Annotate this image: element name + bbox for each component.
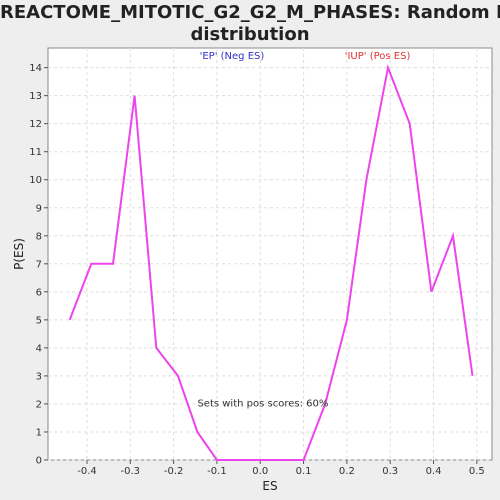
y-tick-label: 9: [36, 203, 42, 214]
x-tick-label: 0.2: [339, 466, 355, 477]
y-tick-label: 1: [36, 427, 42, 438]
y-tick-label: 12: [29, 119, 42, 130]
y-tick-label: 4: [36, 343, 42, 354]
y-tick-label: 7: [36, 259, 42, 270]
y-axis-label: P(ES): [12, 238, 26, 270]
y-tick-label: 13: [29, 91, 42, 102]
y-tick-label: 8: [36, 231, 42, 242]
y-tick-label: 14: [29, 63, 42, 74]
y-tick-label: 2: [36, 399, 42, 410]
y-tick-label: 11: [29, 147, 42, 158]
chart-title-line-2: distribution: [190, 24, 310, 45]
chart-title-line-1: REACTOME_MITOTIC_G2_G2_M_PHASES: Random …: [0, 2, 500, 23]
x-tick-label: 0.3: [382, 466, 398, 477]
x-tick-label: 0.1: [296, 466, 312, 477]
x-tick-label: -0.3: [121, 466, 141, 477]
y-tick-label: 5: [36, 315, 42, 326]
x-tick-label: 0.4: [426, 466, 442, 477]
es-distribution-line: [68, 63, 474, 461]
chart-annotation: Sets with pos scores: 60%: [197, 399, 328, 410]
x-tick-label: 0.5: [469, 466, 485, 477]
x-axis-label: ES: [262, 479, 277, 493]
y-tick-label: 10: [29, 175, 42, 186]
y-tick-label: 6: [36, 287, 42, 298]
chart-annotation: 'IUP' (Pos ES): [345, 51, 411, 62]
y-tick-label: 0: [36, 456, 42, 467]
x-tick-label: 0.0: [252, 466, 268, 477]
x-tick-label: -0.1: [207, 466, 227, 477]
x-tick-label: -0.2: [164, 466, 184, 477]
x-tick-label: -0.4: [77, 466, 97, 477]
y-tick-label: 3: [36, 371, 42, 382]
plot-area: [47, 47, 493, 461]
chart-annotation: 'EP' (Neg ES): [200, 51, 265, 62]
